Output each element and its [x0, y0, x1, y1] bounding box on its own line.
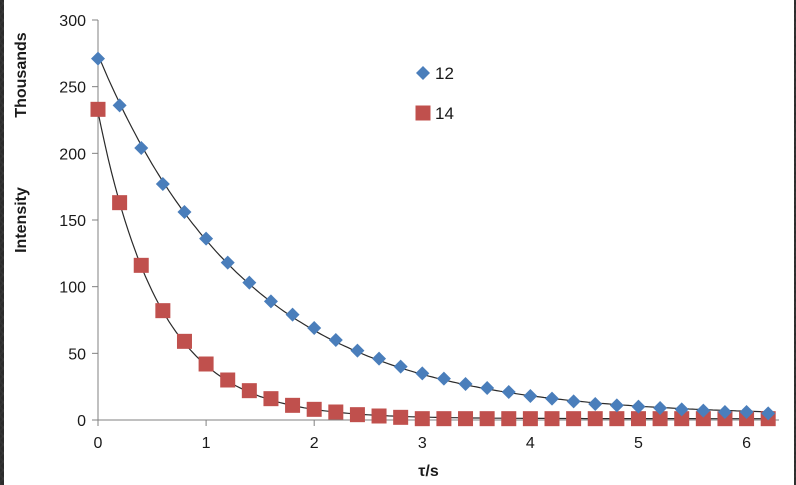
y-tick-label: 100 — [59, 280, 86, 297]
data-point-12 — [566, 394, 581, 409]
data-point-14 — [587, 411, 603, 427]
data-point-12 — [696, 403, 711, 418]
data-point-12 — [285, 307, 300, 322]
chart-panel: 0 50 100 150 200 250 300 0 1 2 3 4 5 6 12 14 τ/s Inten… — [4, 0, 794, 485]
data-point-14 — [371, 408, 387, 424]
data-point-14 — [458, 411, 474, 427]
data-point-12 — [307, 321, 322, 335]
data-point-12 — [653, 401, 668, 415]
y-tick-label: 200 — [59, 146, 86, 163]
legend-marker-12 — [416, 66, 430, 80]
data-point-14 — [630, 411, 646, 427]
data-point-14 — [241, 383, 257, 399]
data-points — [90, 51, 776, 427]
x-tick-label: 1 — [202, 435, 211, 452]
data-point-14 — [501, 411, 517, 427]
data-point-12 — [523, 389, 538, 403]
y-tick-label: 300 — [59, 13, 86, 30]
y-tick-label: 250 — [59, 80, 86, 97]
x-tick-label: 2 — [310, 435, 319, 452]
data-point-12 — [372, 351, 387, 366]
x-tick-label: 5 — [634, 435, 643, 452]
y-tick-label: 150 — [59, 213, 86, 230]
data-point-12 — [415, 366, 430, 381]
legend-label-12: 12 — [435, 64, 454, 83]
data-point-12 — [717, 405, 732, 419]
data-point-12 — [177, 205, 192, 219]
data-point-12 — [501, 385, 516, 399]
data-point-14 — [263, 391, 279, 407]
data-point-12 — [263, 294, 278, 309]
y-tick-label: 0 — [77, 413, 86, 430]
data-point-12 — [328, 333, 343, 347]
y-axis-unit-label: Thousands — [13, 32, 30, 117]
data-point-14 — [652, 411, 668, 427]
y-tick-label: 50 — [68, 346, 86, 363]
data-point-12 — [545, 391, 559, 406]
data-point-12 — [91, 51, 105, 66]
data-point-14 — [285, 397, 301, 413]
x-axis-title: τ/s — [418, 463, 439, 480]
data-point-12 — [112, 98, 127, 113]
legend-label-14: 14 — [435, 104, 454, 123]
y-axis-title: Intensity — [13, 187, 30, 253]
data-point-12 — [631, 399, 646, 414]
x-tick-label: 0 — [94, 435, 103, 452]
data-point-14 — [609, 411, 625, 427]
data-point-12 — [609, 398, 624, 413]
data-point-14 — [306, 401, 322, 417]
data-point-14 — [220, 372, 236, 388]
data-point-14 — [176, 333, 192, 349]
data-point-14 — [566, 411, 582, 427]
data-point-14 — [349, 407, 365, 423]
legend-marker-14 — [415, 105, 431, 121]
data-point-12 — [739, 405, 754, 419]
data-point-12 — [761, 406, 776, 421]
data-point-12 — [436, 371, 451, 386]
data-point-14 — [522, 411, 538, 427]
data-point-14 — [112, 195, 128, 211]
x-tick-label: 4 — [526, 435, 535, 452]
data-point-12 — [199, 231, 214, 246]
x-tick-label: 3 — [418, 435, 427, 452]
data-point-14 — [674, 411, 690, 427]
data-point-14 — [133, 257, 149, 273]
data-point-14 — [393, 409, 409, 425]
data-point-12 — [588, 397, 603, 411]
data-point-14 — [90, 101, 106, 117]
data-point-12 — [242, 275, 257, 290]
data-point-14 — [198, 356, 214, 372]
data-point-12 — [220, 255, 235, 270]
data-point-14 — [328, 404, 344, 420]
data-point-12 — [480, 381, 495, 395]
data-point-14 — [479, 411, 495, 427]
fit-curve-14 — [97, 111, 774, 420]
data-point-12 — [458, 377, 473, 391]
data-point-14 — [695, 411, 711, 427]
data-point-14 — [414, 411, 430, 427]
data-point-12 — [155, 177, 170, 191]
data-point-12 — [134, 141, 149, 155]
data-point-12 — [674, 402, 689, 417]
data-point-12 — [393, 359, 408, 374]
legend: 12 14 — [415, 64, 454, 123]
x-tick-label: 6 — [742, 435, 751, 452]
data-point-14 — [436, 411, 452, 427]
data-point-14 — [155, 303, 171, 319]
data-point-12 — [350, 343, 365, 358]
data-point-14 — [544, 411, 560, 427]
